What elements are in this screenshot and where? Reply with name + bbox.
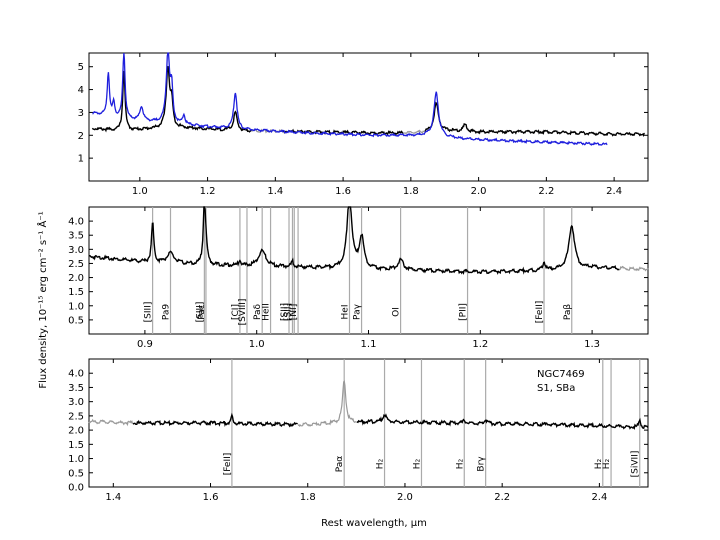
middle-line-label: Pa9 xyxy=(162,304,172,321)
top-xtick-label: 2.4 xyxy=(606,186,622,197)
top-xtick-label: 2.0 xyxy=(471,186,487,197)
bottom-ytick-label: 0.5 xyxy=(68,468,84,479)
bottom-series-black xyxy=(132,412,649,430)
top-ytick-label: 5 xyxy=(78,62,84,73)
bottom-ytick-label: 3.0 xyxy=(68,397,84,408)
bottom-ytick-label: 2.5 xyxy=(68,411,84,422)
bottom-series-gray xyxy=(88,380,357,427)
top-series-blue xyxy=(92,52,608,146)
middle-ytick-label: 1.0 xyxy=(68,301,84,312)
middle-line-label: [SII] xyxy=(284,303,294,321)
middle-xtick-label: 1.2 xyxy=(472,339,488,350)
bottom-line-label: [FeII] xyxy=(223,453,233,476)
middle-xtick-label: 1.1 xyxy=(361,339,377,350)
top-frame xyxy=(88,52,649,182)
middle-ytick-label: 3.5 xyxy=(68,231,84,242)
middle-line-label: HeII xyxy=(262,303,272,321)
bottom-ytick-label: 2.0 xyxy=(68,426,84,437)
object-class: S1, SBa xyxy=(537,383,575,394)
middle-line-label: [PII] xyxy=(459,303,469,321)
top-ytick-label: 1 xyxy=(78,154,84,165)
bottom-line-label: H₂ xyxy=(602,458,612,469)
bottom-panel: 1.4 1.6 1.8 2.0 2.2 2.4 0.0 0.5 1.0 1.5 2.0 2.5 3.0 3… xyxy=(68,358,649,503)
middle-line-label: [CI] xyxy=(231,304,241,320)
middle-series-gray xyxy=(619,265,649,272)
middle-line-label: Paβ xyxy=(563,304,573,321)
middle-xtick-label: 1.0 xyxy=(249,339,265,350)
top-xtick-label: 1.2 xyxy=(200,186,216,197)
bottom-line-label: H₂ xyxy=(376,458,386,469)
middle-line-label: Paε xyxy=(197,304,207,320)
top-ytick-label: 4 xyxy=(78,85,84,96)
top-ytick-label: 3 xyxy=(78,108,84,119)
middle-line-label: [SIII] xyxy=(144,302,154,323)
bottom-line-label: H₂ xyxy=(594,458,604,469)
middle-panel: 0.9 1.0 1.1 1.2 1.3 0.5 1.0 1.5 2.0 2.5 3.0 3.5 4.0 [… xyxy=(68,206,649,350)
middle-xtick-label: 0.9 xyxy=(137,339,153,350)
top-xtick-label: 1.0 xyxy=(132,186,148,197)
middle-ytick-label: 0.5 xyxy=(68,315,84,326)
panels: 1.0 1.2 1.4 1.6 1.8 2.0 2.2 2.4 1 2 3 4 5 0.9 1.0 1.1 1.… xyxy=(68,52,649,503)
object-name: NGC7469 xyxy=(537,369,585,380)
middle-ytick-label: 2.0 xyxy=(68,273,84,284)
middle-line-label: Paδ xyxy=(253,303,263,320)
middle-line-label: [FeII] xyxy=(535,301,545,324)
middle-line-label: OI xyxy=(392,307,402,317)
bottom-ytick-label: 1.5 xyxy=(68,440,84,451)
middle-ytick-label: 1.5 xyxy=(68,287,84,298)
bottom-line-label: H₂ xyxy=(413,458,423,469)
bottom-frame xyxy=(88,358,649,488)
middle-ytick-label: 3.0 xyxy=(68,245,84,256)
middle-line-label: [SIII] xyxy=(195,302,205,323)
bottom-ytick-label: 3.5 xyxy=(68,383,84,394)
top-ytick-label: 2 xyxy=(78,131,84,142)
bottom-ytick-label: 0.0 xyxy=(68,483,84,494)
middle-line-label: [SII] xyxy=(280,303,290,321)
y-axis-label: Flux density, 10⁻¹⁵ erg cm⁻² s⁻¹ Å⁻¹ xyxy=(36,211,49,388)
middle-ytick-label: 2.5 xyxy=(68,259,84,270)
top-xtick-label: 1.4 xyxy=(267,186,283,197)
middle-series-black xyxy=(88,206,620,276)
bottom-line-label: [SiVII] xyxy=(631,451,641,478)
bottom-xtick-label: 2.2 xyxy=(494,492,510,503)
middle-ytick-label: 4.0 xyxy=(68,217,84,228)
middle-line-label: [NI] xyxy=(289,304,299,320)
bottom-xtick-label: 2.4 xyxy=(591,492,607,503)
middle-xtick-label: 1.3 xyxy=(584,339,600,350)
top-xtick-label: 2.2 xyxy=(538,186,554,197)
bottom-line-label: H₂ xyxy=(455,458,465,469)
top-xtick-label: 1.6 xyxy=(335,186,351,197)
top-panel: 1.0 1.2 1.4 1.6 1.8 2.0 2.2 2.4 1 2 3 4 5 xyxy=(78,52,649,197)
bottom-xtick-label: 1.4 xyxy=(105,492,121,503)
middle-line-label: Paγ xyxy=(353,303,363,320)
middle-line-label: [SVIII] xyxy=(238,299,248,326)
x-axis-label: Rest wavelength, μm xyxy=(321,518,427,529)
middle-line-label: HeI xyxy=(341,305,351,320)
bottom-ytick-label: 4.0 xyxy=(68,369,84,380)
bottom-xtick-label: 1.6 xyxy=(203,492,219,503)
bottom-line-label: Paα xyxy=(335,456,345,473)
bottom-line-label: Brγ xyxy=(477,456,487,472)
bottom-xtick-label: 1.8 xyxy=(300,492,316,503)
bottom-xtick-label: 2.0 xyxy=(397,492,413,503)
top-xtick-label: 1.8 xyxy=(403,186,419,197)
top-series-black xyxy=(91,66,645,138)
bottom-ytick-label: 1.0 xyxy=(68,454,84,465)
